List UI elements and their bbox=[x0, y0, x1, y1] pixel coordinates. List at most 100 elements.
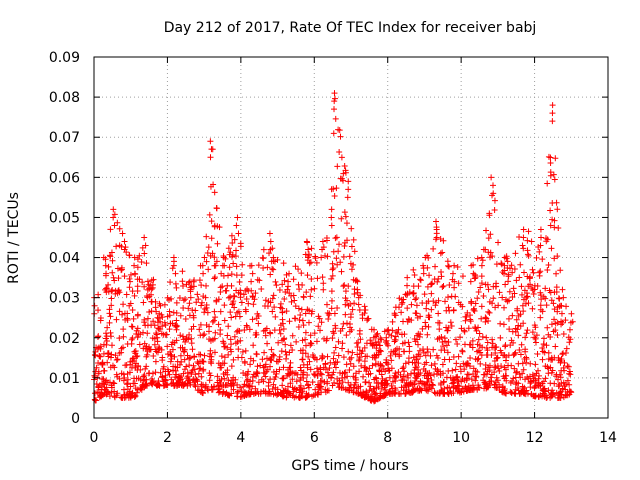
data-point bbox=[167, 279, 174, 286]
data-point bbox=[230, 260, 237, 267]
data-point bbox=[127, 361, 134, 368]
data-point bbox=[385, 331, 392, 338]
data-point bbox=[243, 295, 250, 302]
data-point bbox=[398, 309, 405, 316]
data-point bbox=[129, 288, 136, 295]
data-point bbox=[97, 393, 104, 400]
data-point bbox=[208, 386, 215, 393]
data-point bbox=[220, 254, 227, 261]
data-point bbox=[491, 364, 498, 371]
data-point bbox=[121, 273, 128, 280]
data-point bbox=[439, 283, 446, 290]
data-point bbox=[103, 270, 110, 277]
data-point bbox=[113, 243, 120, 250]
data-point bbox=[417, 277, 424, 284]
data-point bbox=[313, 338, 320, 345]
data-point bbox=[297, 377, 304, 384]
data-point bbox=[331, 379, 338, 386]
data-point bbox=[195, 296, 202, 303]
data-point bbox=[392, 370, 399, 377]
data-point bbox=[269, 265, 276, 272]
data-point bbox=[451, 278, 458, 285]
data-point bbox=[355, 390, 362, 397]
data-point bbox=[485, 235, 492, 242]
y-tick-label: 0.04 bbox=[49, 251, 80, 267]
data-point bbox=[376, 342, 383, 349]
data-point bbox=[382, 359, 389, 366]
data-point bbox=[332, 235, 339, 242]
x-tick-label: 4 bbox=[236, 430, 245, 446]
data-point bbox=[242, 347, 249, 354]
data-point bbox=[107, 364, 114, 371]
data-point bbox=[348, 243, 355, 250]
data-point bbox=[427, 281, 434, 288]
data-point bbox=[201, 331, 208, 338]
data-point bbox=[468, 262, 475, 269]
data-point bbox=[527, 360, 534, 367]
data-point bbox=[173, 299, 180, 306]
data-point bbox=[132, 392, 139, 399]
data-point bbox=[563, 345, 570, 352]
data-point bbox=[537, 314, 544, 321]
data-point bbox=[493, 384, 500, 391]
data-point bbox=[295, 324, 302, 331]
data-point bbox=[559, 351, 566, 358]
data-point bbox=[396, 351, 403, 358]
data-point bbox=[401, 331, 408, 338]
data-point bbox=[347, 300, 354, 307]
data-point bbox=[235, 346, 242, 353]
data-point bbox=[517, 261, 524, 268]
data-point bbox=[262, 390, 269, 397]
data-point bbox=[396, 346, 403, 353]
data-point bbox=[403, 381, 410, 388]
data-point bbox=[127, 278, 134, 285]
data-point bbox=[209, 318, 216, 325]
data-point bbox=[317, 327, 324, 334]
data-point bbox=[148, 308, 155, 315]
data-point bbox=[231, 236, 238, 243]
data-point bbox=[444, 384, 451, 391]
data-point bbox=[552, 320, 559, 327]
data-point bbox=[253, 329, 260, 336]
data-point bbox=[477, 284, 484, 291]
data-point bbox=[488, 371, 495, 378]
data-point bbox=[469, 337, 476, 344]
data-point bbox=[277, 300, 284, 307]
data-point bbox=[184, 382, 191, 389]
data-point bbox=[261, 349, 268, 356]
data-point bbox=[303, 378, 310, 385]
data-point bbox=[229, 251, 236, 258]
data-point bbox=[253, 351, 260, 358]
data-point bbox=[309, 351, 316, 358]
data-point bbox=[566, 381, 573, 388]
data-point bbox=[297, 394, 304, 401]
data-point bbox=[288, 292, 295, 299]
data-point bbox=[391, 338, 398, 345]
data-point bbox=[491, 381, 498, 388]
data-point bbox=[121, 374, 128, 381]
data-point bbox=[340, 320, 347, 327]
data-point bbox=[402, 360, 409, 367]
data-point bbox=[157, 369, 164, 376]
data-point bbox=[431, 360, 438, 367]
data-point bbox=[138, 259, 145, 266]
data-point bbox=[332, 115, 339, 122]
data-point bbox=[413, 295, 420, 302]
data-point bbox=[489, 340, 496, 347]
data-point bbox=[97, 353, 104, 360]
data-point bbox=[361, 303, 368, 310]
data-point bbox=[123, 381, 130, 388]
data-point bbox=[353, 340, 360, 347]
data-point bbox=[240, 383, 247, 390]
data-point bbox=[487, 231, 494, 238]
data-point bbox=[159, 314, 166, 321]
data-point bbox=[482, 362, 489, 369]
data-point bbox=[417, 369, 424, 376]
data-point bbox=[558, 355, 565, 362]
data-point bbox=[328, 214, 335, 221]
data-point bbox=[198, 373, 205, 380]
data-point bbox=[134, 311, 141, 318]
data-point bbox=[475, 347, 482, 354]
data-point bbox=[198, 282, 205, 289]
data-point bbox=[95, 370, 102, 377]
